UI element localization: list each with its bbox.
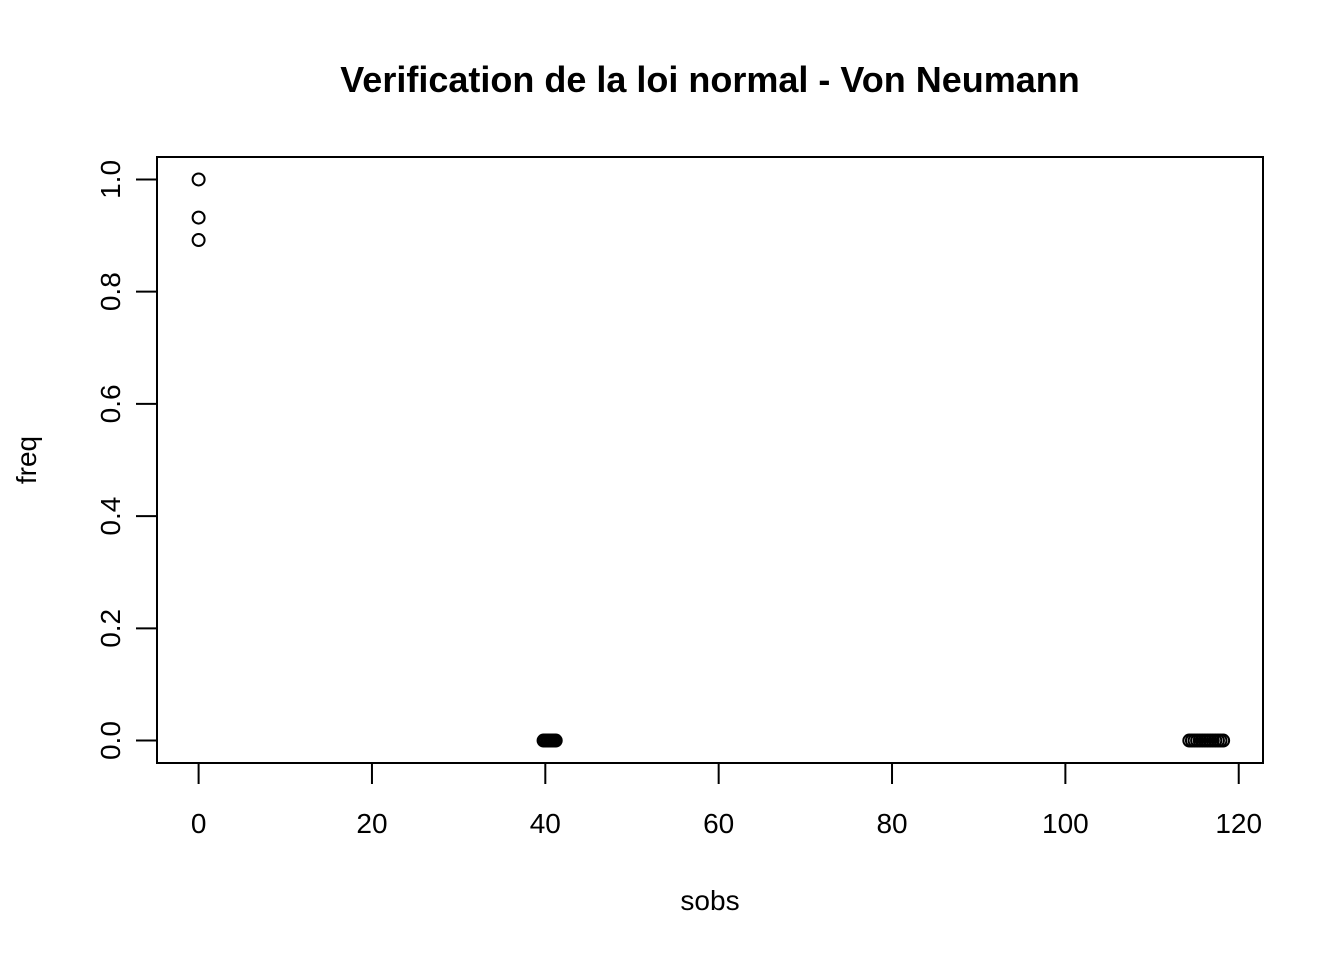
plot-frame: [156, 156, 1264, 764]
y-tick-label: 0.8: [95, 272, 126, 311]
chart-title: Verification de la loi normal - Von Neum…: [340, 59, 1079, 100]
x-tick-label: 100: [1042, 808, 1089, 839]
x-tick-label: 40: [530, 808, 561, 839]
data-point: [191, 172, 206, 187]
data-points: [191, 172, 1231, 748]
x-axis: 0 20 40 60 80 100 120: [191, 762, 1262, 839]
y-tick-label: 0.6: [95, 384, 126, 423]
x-tick-label: 120: [1215, 808, 1262, 839]
data-point: [191, 233, 206, 248]
x-tick-label: 20: [356, 808, 387, 839]
y-axis: 0.0 0.2 0.4 0.6 0.8 1.0: [95, 160, 158, 760]
y-tick-label: 1.0: [95, 160, 126, 199]
x-tick-label: 80: [876, 808, 907, 839]
y-tick-label: 0.4: [95, 497, 126, 536]
data-point: [1216, 733, 1231, 748]
data-point: [191, 210, 206, 225]
x-axis-label: sobs: [680, 885, 739, 916]
data-point: [548, 733, 563, 748]
x-tick-label: 0: [191, 808, 207, 839]
x-tick-label: 60: [703, 808, 734, 839]
y-tick-label: 0.0: [95, 721, 126, 760]
y-tick-label: 0.2: [95, 609, 126, 648]
y-axis-label: freq: [11, 436, 42, 484]
